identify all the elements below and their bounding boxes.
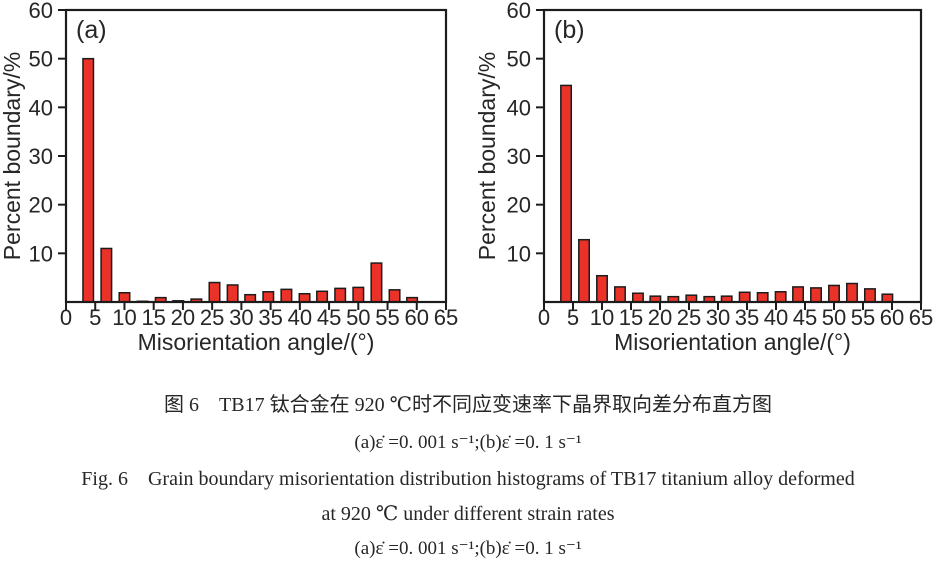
caption-chinese-sub: (a)ε̇ =0. 001 s⁻¹;(b)ε̇ =0. 1 s⁻¹ bbox=[354, 432, 582, 453]
bar bbox=[596, 274, 608, 303]
plot-frame bbox=[542, 8, 923, 304]
x-tick-label: 20 bbox=[171, 305, 195, 330]
x-tick-label: 20 bbox=[648, 305, 672, 330]
x-tick-label: 45 bbox=[793, 305, 817, 330]
bar bbox=[774, 291, 787, 303]
bar bbox=[810, 287, 822, 303]
x-axis-title: Misorientation angle/(°) bbox=[614, 329, 851, 355]
x-tick-label: 55 bbox=[375, 305, 399, 330]
panel-label: (a) bbox=[76, 16, 107, 44]
bar bbox=[208, 281, 221, 303]
x-tick-label: 40 bbox=[288, 305, 312, 330]
bar bbox=[631, 292, 644, 303]
x-tick-label: 25 bbox=[677, 305, 701, 330]
panel-label: (b) bbox=[554, 16, 585, 44]
bar bbox=[280, 288, 293, 303]
bar bbox=[82, 57, 95, 303]
x-tick-label: 0 bbox=[60, 305, 72, 330]
bar bbox=[738, 291, 751, 303]
x-tick-label: 50 bbox=[822, 305, 846, 330]
x-tick-label: 15 bbox=[141, 305, 165, 330]
y-tick-label: 20 bbox=[507, 193, 531, 218]
x-tick-label: 65 bbox=[909, 305, 933, 330]
x-tick-label: 65 bbox=[434, 305, 458, 330]
y-tick-label: 30 bbox=[507, 144, 531, 169]
bar bbox=[828, 284, 840, 303]
y-tick-label: 40 bbox=[507, 95, 531, 120]
bar bbox=[756, 292, 769, 303]
bar bbox=[388, 289, 401, 303]
x-tick-label: 50 bbox=[346, 305, 370, 330]
bar bbox=[226, 284, 239, 303]
bar bbox=[881, 293, 894, 303]
y-tick-label: 10 bbox=[507, 241, 531, 266]
y-tick-label: 60 bbox=[29, 0, 53, 23]
bar bbox=[100, 247, 113, 303]
bar bbox=[316, 290, 329, 303]
y-tick-label: 10 bbox=[29, 241, 53, 266]
x-tick-label: 10 bbox=[590, 305, 614, 330]
bar bbox=[578, 238, 590, 303]
y-axis-title: Percent boundary/% bbox=[0, 52, 25, 260]
chart-svg: 0 5 10 15 20 25 30 35 40 45 50 55 60 65102030405060(a… bbox=[0, 0, 458, 355]
figure-panels: 0 5 10 15 20 25 30 35 40 45 50 55 60 65 10 20 30 40 50 60 (a… bbox=[0, 0, 936, 360]
plot-frame bbox=[64, 8, 448, 304]
y-tick-label: 20 bbox=[29, 193, 53, 218]
x-axis-title: Misorientation angle/(°) bbox=[138, 329, 375, 355]
bar bbox=[863, 288, 876, 303]
x-tick-label: 35 bbox=[735, 305, 759, 330]
y-tick-label: 60 bbox=[507, 0, 531, 23]
caption-english-line1: Fig. 6 Grain boundary misorientation dis… bbox=[81, 468, 855, 490]
y-axis-title: Percent boundary/% bbox=[474, 52, 500, 260]
bar bbox=[118, 292, 131, 303]
bar bbox=[262, 291, 275, 303]
x-tick-label: 30 bbox=[229, 305, 253, 330]
bar bbox=[846, 282, 858, 303]
y-tick-label: 50 bbox=[29, 47, 53, 72]
x-tick-label: 15 bbox=[619, 305, 643, 330]
chart-a: 0 5 10 15 20 25 30 35 40 45 50 55 60 65 10 20 30 40 50 60 (a… bbox=[0, 0, 468, 360]
x-tick-label: 45 bbox=[317, 305, 341, 330]
caption-english-sub: (a)ε̇ =0. 001 s⁻¹;(b)ε̇ =0. 1 s⁻¹ bbox=[354, 538, 582, 559]
x-tick-label: 30 bbox=[706, 305, 730, 330]
bar bbox=[334, 287, 347, 303]
y-tick-label: 50 bbox=[507, 47, 531, 72]
x-tick-label: 60 bbox=[880, 305, 904, 330]
caption-english-line2: at 920 ℃ under different strain rates bbox=[321, 503, 615, 525]
x-tick-label: 5 bbox=[567, 305, 579, 330]
bar bbox=[560, 84, 573, 303]
caption-chinese: 图 6 TB17 钛合金在 920 ℃时不同应变速率下晶界取向差分布直方图 bbox=[164, 394, 772, 416]
bar bbox=[792, 286, 805, 303]
bar bbox=[352, 286, 365, 303]
y-tick-label: 40 bbox=[29, 95, 53, 120]
x-tick-label: 10 bbox=[112, 305, 136, 330]
bar bbox=[614, 286, 626, 303]
x-tick-label: 0 bbox=[538, 305, 550, 330]
chart-b: 0 5 10 15 20 25 30 35 40 45 50 55 60 65 10 20 30 40 50 60 (b… bbox=[468, 0, 936, 360]
bar bbox=[370, 262, 383, 303]
x-tick-label: 40 bbox=[764, 305, 788, 330]
x-tick-label: 25 bbox=[200, 305, 224, 330]
x-tick-label: 35 bbox=[258, 305, 282, 330]
x-tick-label: 55 bbox=[851, 305, 875, 330]
chart-svg: 0 5 10 15 20 25 30 35 40 45 50 55 60 65102030405060(b… bbox=[474, 0, 933, 355]
x-tick-label: 60 bbox=[405, 305, 429, 330]
y-tick-label: 30 bbox=[29, 144, 53, 169]
bar bbox=[298, 292, 311, 303]
x-tick-label: 5 bbox=[89, 305, 101, 330]
